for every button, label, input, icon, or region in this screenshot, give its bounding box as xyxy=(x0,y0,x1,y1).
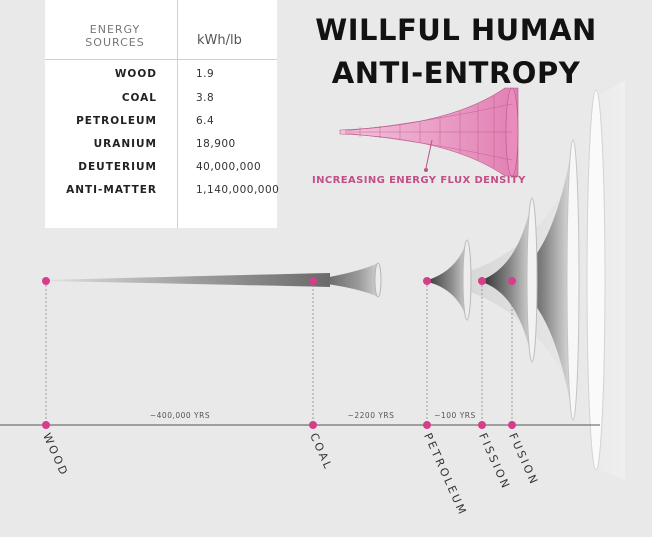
era-label-wood: ~400,000 YRS xyxy=(149,411,211,420)
wood-axis-marker xyxy=(42,421,50,429)
fusion-cone-rim xyxy=(566,139,580,421)
table-row-source: URANIUM xyxy=(93,138,157,150)
table-row-source: WOOD xyxy=(114,68,157,80)
table-row-source: COAL xyxy=(121,92,157,104)
header-unit: kWh/lb xyxy=(197,33,242,48)
table-row-value: 3.8 xyxy=(196,92,215,104)
wood-marker xyxy=(42,277,50,285)
fusion-axis-marker xyxy=(508,421,516,429)
fission-cone-rim xyxy=(526,197,538,363)
era-label-petroleum: ~100 YRS xyxy=(434,411,476,420)
petroleum-cone xyxy=(428,240,467,320)
flux-pointer-dot xyxy=(424,168,428,172)
fission-cone xyxy=(482,198,532,362)
petroleum-cone-rim xyxy=(462,239,472,321)
title-line-2: ANTI-ENTROPY xyxy=(331,56,581,90)
table-row-value: 40,000,000 xyxy=(196,161,262,173)
coal-cone-rim xyxy=(374,262,382,298)
energy-table: ENERGY SOURCES kWh/lb WOOD 1.9 COAL 3.8 … xyxy=(45,0,280,228)
table-row-source: DEUTERIUM xyxy=(78,161,157,173)
table-row-source: PETROLEUM xyxy=(76,115,157,127)
table-divider-horizontal xyxy=(45,59,277,60)
outer-cone-rim xyxy=(586,89,606,471)
petroleum-marker xyxy=(423,277,431,285)
flux-density-label: INCREASING ENERGY FLUX DENSITY xyxy=(312,175,526,186)
fission-axis-marker xyxy=(478,421,486,429)
era-label-coal: ~2200 YRS xyxy=(347,411,395,420)
table-divider-vertical xyxy=(177,0,178,228)
table-row-source: ANTI-MATTER xyxy=(66,184,157,196)
flux-pointer xyxy=(425,139,433,169)
fusion-cone xyxy=(510,140,573,420)
fusion-marker xyxy=(508,277,516,285)
fission-marker xyxy=(478,277,486,285)
title-line-1: WILLFUL HUMAN xyxy=(315,13,597,47)
coal-marker xyxy=(309,277,317,285)
coal-cone xyxy=(313,263,378,297)
coal-axis-marker xyxy=(309,421,317,429)
wood-cone xyxy=(46,273,330,287)
table-row-value: 6.4 xyxy=(196,115,215,127)
table-row-value: 18,900 xyxy=(196,138,236,150)
header-energy-sources: ENERGY SOURCES xyxy=(85,23,145,49)
petroleum-axis-marker xyxy=(423,421,431,429)
table-row-value: 1.9 xyxy=(196,68,215,80)
table-row-value: 1,140,000,000 xyxy=(196,184,280,196)
